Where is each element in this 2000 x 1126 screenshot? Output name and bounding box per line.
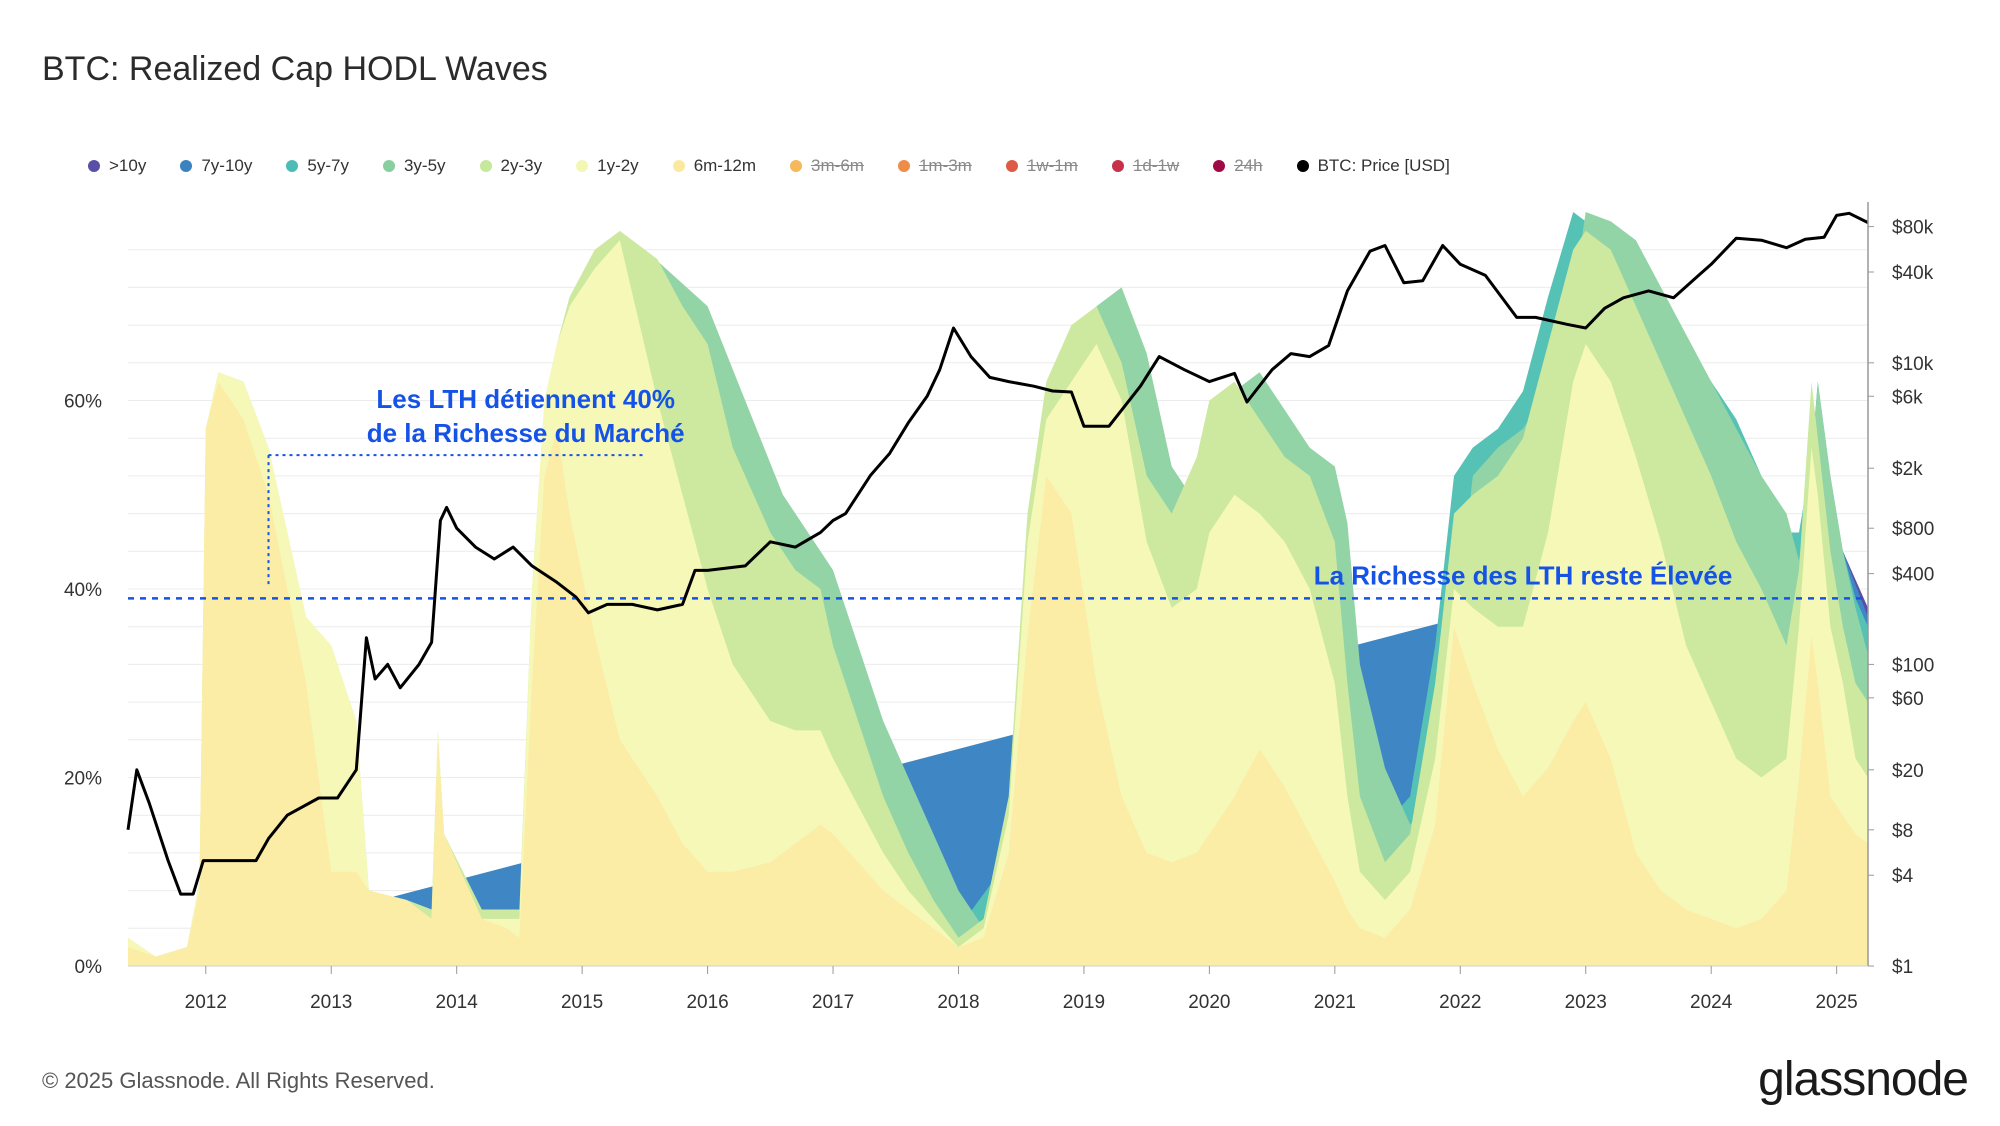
x-tick-label: 2016 — [686, 992, 728, 1013]
legend-item-11[interactable]: 24h — [1213, 156, 1263, 176]
y-right-tick-label: $60 — [1892, 689, 1924, 710]
brand-logo: glassnode — [1758, 1053, 1969, 1106]
legend-dot-icon — [1213, 160, 1226, 172]
legend-item-12[interactable]: BTC: Price [USD] — [1296, 156, 1450, 176]
legend-item-7[interactable]: 3m-6m — [790, 156, 864, 176]
y-right-tick-label: $40k — [1892, 263, 1934, 284]
legend-dot-icon — [382, 160, 395, 172]
price-line — [126, 211, 1869, 896]
annotation-lth-remains-high: La Richesse des LTH reste Élevée — [1314, 560, 1733, 590]
legend-item-10[interactable]: 1d-1w — [1111, 156, 1180, 176]
x-tick-label: 2024 — [1690, 992, 1733, 1013]
legend-dot-icon — [1005, 160, 1018, 172]
y-left-tick-label: 0% — [75, 957, 103, 978]
y-left-tick-label: 20% — [64, 769, 102, 790]
x-tick-label: 2020 — [1188, 992, 1230, 1013]
legend-label: 2y-3y — [500, 156, 543, 175]
legend-dot-icon — [88, 160, 100, 172]
x-tick-label: 2018 — [937, 992, 979, 1013]
y-right-tick-label: $400 — [1892, 565, 1934, 586]
x-tick-label: 2017 — [812, 992, 854, 1013]
legend-label: 1y-2y — [597, 156, 639, 175]
annotation-lth-40-line2: de la Richesse du Marché — [367, 418, 685, 448]
legend-label: 1m-3m — [918, 156, 972, 175]
x-tick-label: 2019 — [1063, 992, 1105, 1013]
legend-label: BTC: Price [USD] — [1317, 156, 1450, 175]
x-tick-label: 2012 — [185, 992, 227, 1013]
legend-item-4[interactable]: 2y-3y — [479, 156, 543, 176]
legend-dot-icon — [576, 160, 589, 172]
y-left-tick-label: 40% — [64, 580, 102, 601]
x-tick-label: 2023 — [1565, 992, 1607, 1013]
x-tick-label: 2022 — [1439, 992, 1481, 1013]
legend-item-6[interactable]: 6m-12m — [672, 156, 757, 176]
hodl-bands — [128, 212, 1868, 967]
legend-dot-icon — [897, 160, 910, 172]
y-right-tick-label: $20 — [1892, 761, 1924, 782]
legend-dot-icon — [479, 160, 492, 172]
price-series — [126, 211, 1869, 896]
y-right-tick-label: $6k — [1892, 387, 1923, 408]
legend-label: 7y-10y — [201, 156, 253, 175]
legend-item-9[interactable]: 1w-1m — [1005, 156, 1078, 176]
legend-label: >10y — [109, 156, 147, 175]
axes: 2012 2013 2014 2015 2016 2017 2018 2019 2020 2021… — [64, 202, 1934, 1013]
copyright-footer: © 2025 Glassnode. All Rights Reserved. — [42, 1068, 435, 1093]
legend-label: 3m-6m — [811, 156, 864, 175]
legend-dot-icon — [1296, 160, 1309, 172]
x-tick-label: 2014 — [436, 992, 479, 1013]
x-tick-label: 2013 — [310, 992, 352, 1013]
y-right-tick-label: $10k — [1892, 354, 1934, 375]
y-right-tick-label: $1 — [1892, 957, 1913, 978]
y-right-tick-label: $4 — [1892, 866, 1914, 887]
y-right-tick-label: $80k — [1892, 218, 1934, 239]
y-left-tick-label: 60% — [64, 392, 102, 413]
legend-dot-icon — [1111, 160, 1124, 172]
legend-dot-icon — [790, 160, 803, 172]
annotation-lth-40-line1: Les LTH détiennent 40% — [376, 384, 675, 414]
x-tick-label: 2025 — [1815, 992, 1857, 1013]
legend-item-8[interactable]: 1m-3m — [897, 156, 972, 176]
x-tick-label: 2015 — [561, 992, 603, 1013]
legend-label: 24h — [1234, 156, 1263, 175]
legend-dot-icon — [672, 160, 685, 172]
legend-label: 1w-1m — [1026, 156, 1078, 175]
legend: >10y 7y-10y 5y-7y 3y-5y 2y-3y 1y-2y 6m-12m 3m-6… — [88, 156, 1484, 176]
legend-item-0[interactable]: >10y — [88, 156, 146, 176]
legend-item-5[interactable]: 1y-2y — [576, 156, 639, 176]
legend-item-1[interactable]: 7y-10y — [180, 156, 252, 176]
annotations: Les LTH détiennent 40% de la Richesse du… — [367, 384, 1733, 590]
legend-item-2[interactable]: 5y-7y — [286, 156, 349, 176]
x-tick-label: 2021 — [1314, 992, 1356, 1013]
legend-item-3[interactable]: 3y-5y — [382, 156, 446, 176]
y-right-tick-label: $100 — [1892, 655, 1934, 676]
legend-dot-icon — [180, 160, 193, 172]
legend-label: 3y-5y — [403, 156, 446, 175]
legend-label: 1d-1w — [1132, 156, 1180, 175]
y-right-tick-label: $2k — [1892, 459, 1923, 480]
chart-title: BTC: Realized Cap HODL Waves — [42, 50, 548, 88]
legend-label: 6m-12m — [693, 156, 757, 175]
band-6m-12m — [128, 381, 1868, 967]
reference-line-group — [128, 454, 1868, 600]
legend-label: 5y-7y — [307, 156, 349, 175]
legend-dot-icon — [286, 160, 299, 172]
y-right-tick-label: $800 — [1892, 519, 1934, 540]
y-right-tick-label: $8 — [1892, 821, 1913, 842]
